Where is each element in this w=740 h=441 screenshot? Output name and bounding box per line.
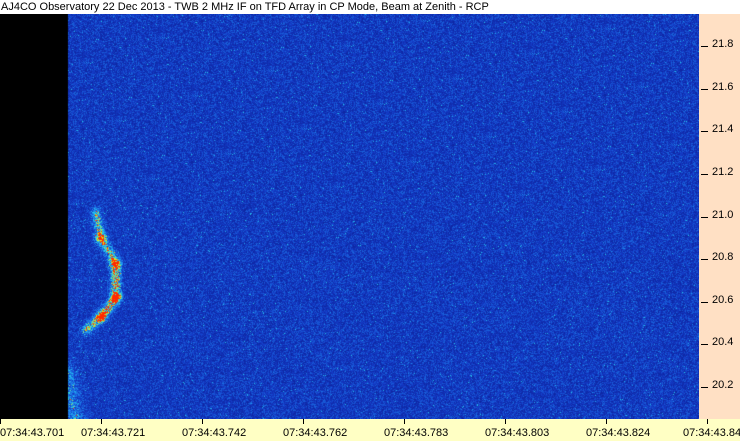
x-tick (505, 419, 506, 424)
y-tick (701, 259, 708, 261)
x-tick-label: 07:34:43.783 (384, 427, 449, 439)
x-tick (404, 419, 405, 424)
x-tick (0, 419, 1, 424)
y-tick (701, 387, 708, 389)
y-tick-label: 20.6 (712, 293, 734, 306)
y-tick (701, 173, 708, 175)
y-tick-label: 20.2 (712, 379, 734, 392)
y-axis-frequency: 21.8 21.6 21.4 21.2 21.0 20.8 20.6 20.4 20.2 (699, 14, 740, 419)
x-tick-label: 07:34:43.701 (0, 427, 65, 439)
spectrogram-plot (0, 14, 699, 419)
y-tick-label: 21.0 (712, 208, 734, 221)
y-tick-label: 21.8 (712, 37, 734, 50)
chart-title: AJ4CO Observatory 22 Dec 2013 - TWB 2 MH… (1, 1, 489, 13)
x-tick-label: 07:34:43.762 (283, 427, 348, 439)
y-tick (701, 131, 708, 133)
y-tick (701, 344, 708, 346)
x-tick (707, 419, 708, 424)
y-tick (701, 88, 708, 90)
x-tick-label: 07:34:43.721 (81, 427, 146, 439)
y-tick-label: 21.4 (712, 123, 734, 136)
y-tick (701, 301, 708, 303)
x-tick (303, 419, 304, 424)
x-tick (101, 419, 102, 424)
x-tick-label: 07:34:43.742 (182, 427, 247, 439)
y-tick (701, 216, 708, 218)
x-tick-label: 07:34:43.803 (485, 427, 550, 439)
y-tick (701, 45, 708, 47)
x-axis-time: 07:34:43.701 07:34:43.721 07:34:43.742 07:3… (0, 419, 740, 441)
x-tick-label: 07:34:43.844 (683, 427, 740, 439)
x-tick-label: 07:34:43.824 (586, 427, 651, 439)
x-tick (202, 419, 203, 424)
y-tick-label: 21.2 (712, 165, 734, 178)
x-tick (606, 419, 607, 424)
y-tick-label: 20.8 (712, 251, 734, 264)
y-tick-label: 20.4 (712, 336, 734, 349)
y-tick-label: 21.6 (712, 80, 734, 93)
